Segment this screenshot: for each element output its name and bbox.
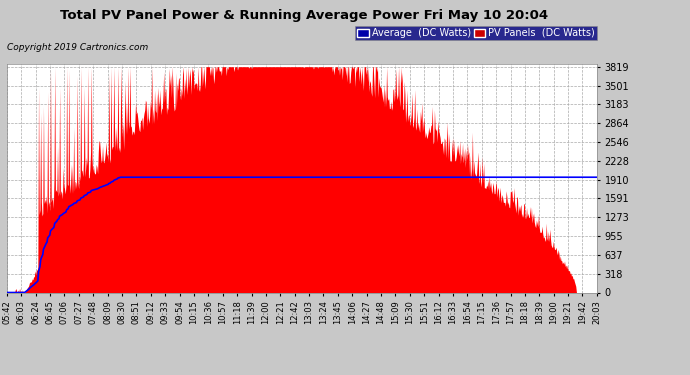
Legend: Average  (DC Watts), PV Panels  (DC Watts): Average (DC Watts), PV Panels (DC Watts) [355,26,597,40]
Text: Copyright 2019 Cartronics.com: Copyright 2019 Cartronics.com [7,43,148,52]
Text: Total PV Panel Power & Running Average Power Fri May 10 20:04: Total PV Panel Power & Running Average P… [59,9,548,22]
